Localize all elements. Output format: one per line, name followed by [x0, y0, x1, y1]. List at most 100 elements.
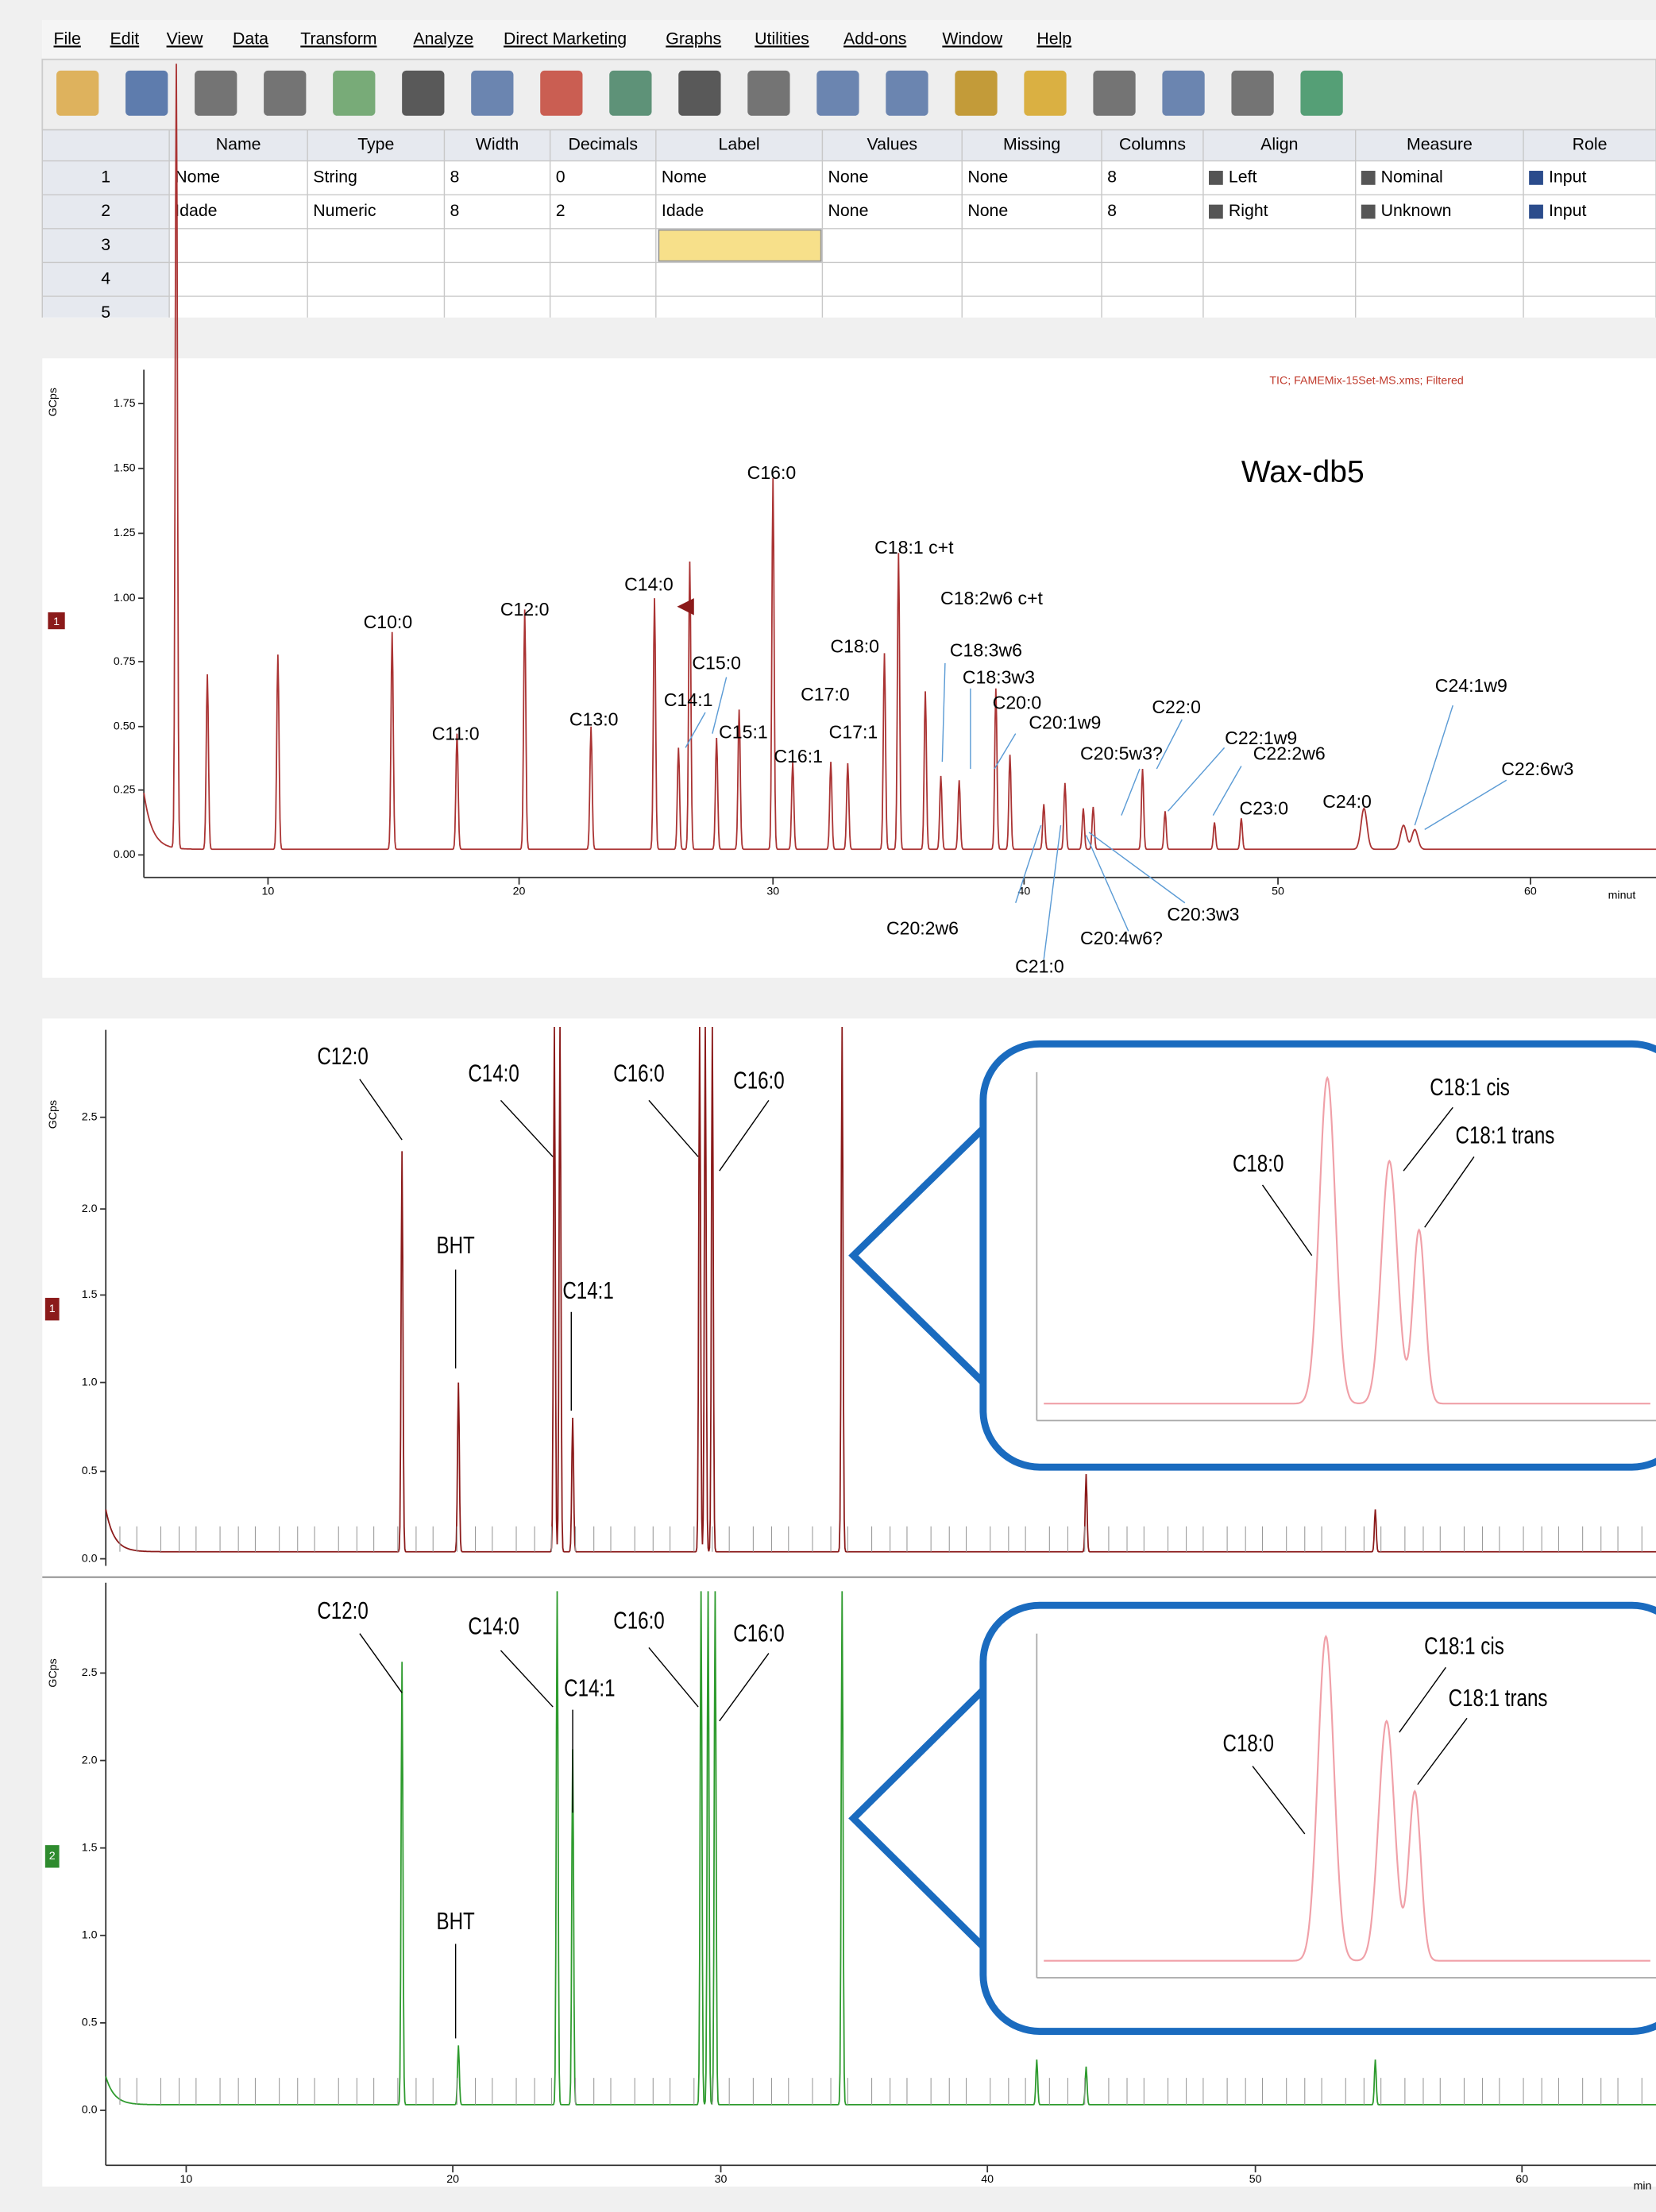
grid-cell: 2 — [556, 201, 566, 220]
toolbar-button[interactable] — [540, 71, 582, 116]
peak-label: C20:0 — [993, 692, 1042, 712]
x-tick-label: 60 — [1524, 885, 1537, 898]
x-tick-label: 10 — [262, 885, 275, 898]
toolbar-button[interactable] — [886, 71, 928, 116]
menu-item[interactable]: Add-ons — [843, 29, 906, 48]
peak-label: C20:2w6 — [886, 918, 959, 939]
peak-label: C16:1 — [774, 746, 823, 766]
y-tick-label: 2.5 — [82, 1666, 98, 1679]
menu-item[interactable]: Edit — [110, 29, 140, 48]
y-tick-label: 0.0 — [82, 2104, 98, 2117]
row-number: 1 — [101, 168, 110, 187]
peak-label: C18:1 c+t — [874, 537, 954, 558]
grid-cell: Input — [1549, 201, 1586, 220]
toolbar-button[interactable] — [402, 71, 444, 116]
menu-item[interactable]: Window — [942, 29, 1002, 48]
y-tick-label: 1.0 — [82, 1929, 98, 1942]
y-tick-label: 0.00 — [114, 848, 136, 861]
screenshot: File Edit View Data Transform Analyze Direct M… — [0, 0, 1656, 2212]
menu-item[interactable]: Data — [233, 29, 268, 48]
toolbar-button[interactable] — [1162, 71, 1204, 116]
toolbar-button[interactable] — [1024, 71, 1066, 116]
toolbar-button[interactable] — [264, 71, 306, 116]
column-header: Missing — [1003, 135, 1060, 154]
y-tick-label: 0.25 — [114, 783, 136, 796]
peak-label: C11:0 — [432, 724, 480, 744]
peak-label: C16:0 — [613, 1607, 664, 1634]
trace-header: TIC; FAMEMix-15Set-MS.xms; Filtered — [1269, 374, 1463, 387]
peak-label: C14:0 — [468, 1060, 519, 1087]
grid-cell: Nome — [175, 168, 220, 187]
x-tick-label: 20 — [446, 2173, 459, 2186]
y-tick-label: 1.0 — [82, 1376, 98, 1388]
menu-item[interactable]: Analyze — [413, 29, 473, 48]
grid-cell: Unknown — [1381, 201, 1452, 220]
menu-item[interactable]: Graphs — [666, 29, 721, 48]
peak-label: C23:0 — [1239, 798, 1288, 819]
peak-label: C12:0 — [317, 1042, 368, 1069]
menu-item[interactable]: File — [53, 29, 80, 48]
column-header: Type — [357, 135, 394, 154]
peak-label: C18:0 — [830, 635, 879, 656]
toolbar-button[interactable] — [678, 71, 720, 116]
peak-label: C14:1 — [564, 1674, 615, 1701]
peak-label: C20:5w3? — [1080, 743, 1163, 763]
grid-cell: 8 — [1107, 201, 1117, 220]
cell-icon — [1361, 205, 1376, 219]
toolbar-button[interactable] — [471, 71, 513, 116]
grid-cell: 8 — [1107, 168, 1117, 187]
toolbar-button[interactable] — [955, 71, 997, 116]
grid-cell: Idade — [662, 201, 704, 220]
toolbar-button[interactable] — [195, 71, 237, 116]
y-tick-label: 1.5 — [82, 1841, 98, 1854]
row-number: 4 — [101, 268, 110, 288]
peak-label: C18:1 trans — [1449, 1685, 1548, 1712]
peak-label: C18:0 — [1233, 1149, 1283, 1176]
x-tick-label: 40 — [981, 2173, 994, 2186]
y-tick-label: 2.0 — [82, 1754, 98, 1766]
menu-item[interactable]: Utilities — [755, 29, 809, 48]
peak-label: C20:1w9 — [1029, 712, 1101, 732]
grid-cell: None — [828, 168, 869, 187]
y-tick-label: 0.50 — [114, 720, 136, 733]
peak-label: C18:1 cis — [1430, 1074, 1510, 1101]
x-tick-label: 60 — [1515, 2173, 1528, 2186]
menu-item[interactable]: Direct Marketing — [504, 29, 627, 48]
column-header: Role — [1573, 135, 1608, 154]
peak-label: C18:3w3 — [963, 666, 1035, 687]
toolbar-button[interactable] — [747, 71, 789, 116]
grid-cell: Nominal — [1381, 168, 1443, 187]
toolbar-button[interactable] — [333, 71, 375, 116]
toolbar-button[interactable] — [1093, 71, 1135, 116]
toolbar-button[interactable] — [609, 71, 651, 116]
y-axis-label: GCps — [47, 388, 60, 416]
y-tick-label: 0.75 — [114, 655, 136, 668]
menu-item[interactable]: Help — [1036, 29, 1071, 48]
y-tick-label: 1.00 — [114, 592, 136, 604]
peak-label: BHT — [436, 1231, 475, 1258]
trace-badge: 1 — [53, 616, 60, 628]
y-tick-label: 1.5 — [82, 1288, 98, 1301]
toolbar-button[interactable] — [1231, 71, 1273, 116]
active-cell — [658, 230, 820, 261]
toolbar-button[interactable] — [816, 71, 859, 116]
y-tick-label: 2.5 — [82, 1110, 98, 1123]
x-tick-label: 30 — [766, 885, 779, 898]
menu-item[interactable]: Transform — [300, 29, 376, 48]
peak-label: C14:0 — [468, 1612, 519, 1639]
y-tick-label: 1.75 — [114, 397, 136, 410]
peak-label: C16:0 — [733, 1067, 784, 1094]
column-header: Values — [867, 135, 918, 154]
y-tick-label: 2.0 — [82, 1203, 98, 1215]
peak-label: C18:1 trans — [1456, 1121, 1555, 1148]
column-header: Columns — [1119, 135, 1186, 154]
grid-cell: Nome — [662, 168, 707, 187]
x-axis-label: min — [1634, 2180, 1652, 2193]
peak-label: C14:1 — [562, 1276, 613, 1303]
chart-title: Wax-db5 — [1241, 455, 1365, 489]
menu-item[interactable]: View — [167, 29, 203, 48]
toolbar-button[interactable] — [125, 71, 168, 116]
toolbar-button[interactable] — [56, 71, 98, 116]
toolbar-button[interactable] — [1300, 71, 1342, 116]
peak-label: C24:1w9 — [1435, 675, 1507, 696]
